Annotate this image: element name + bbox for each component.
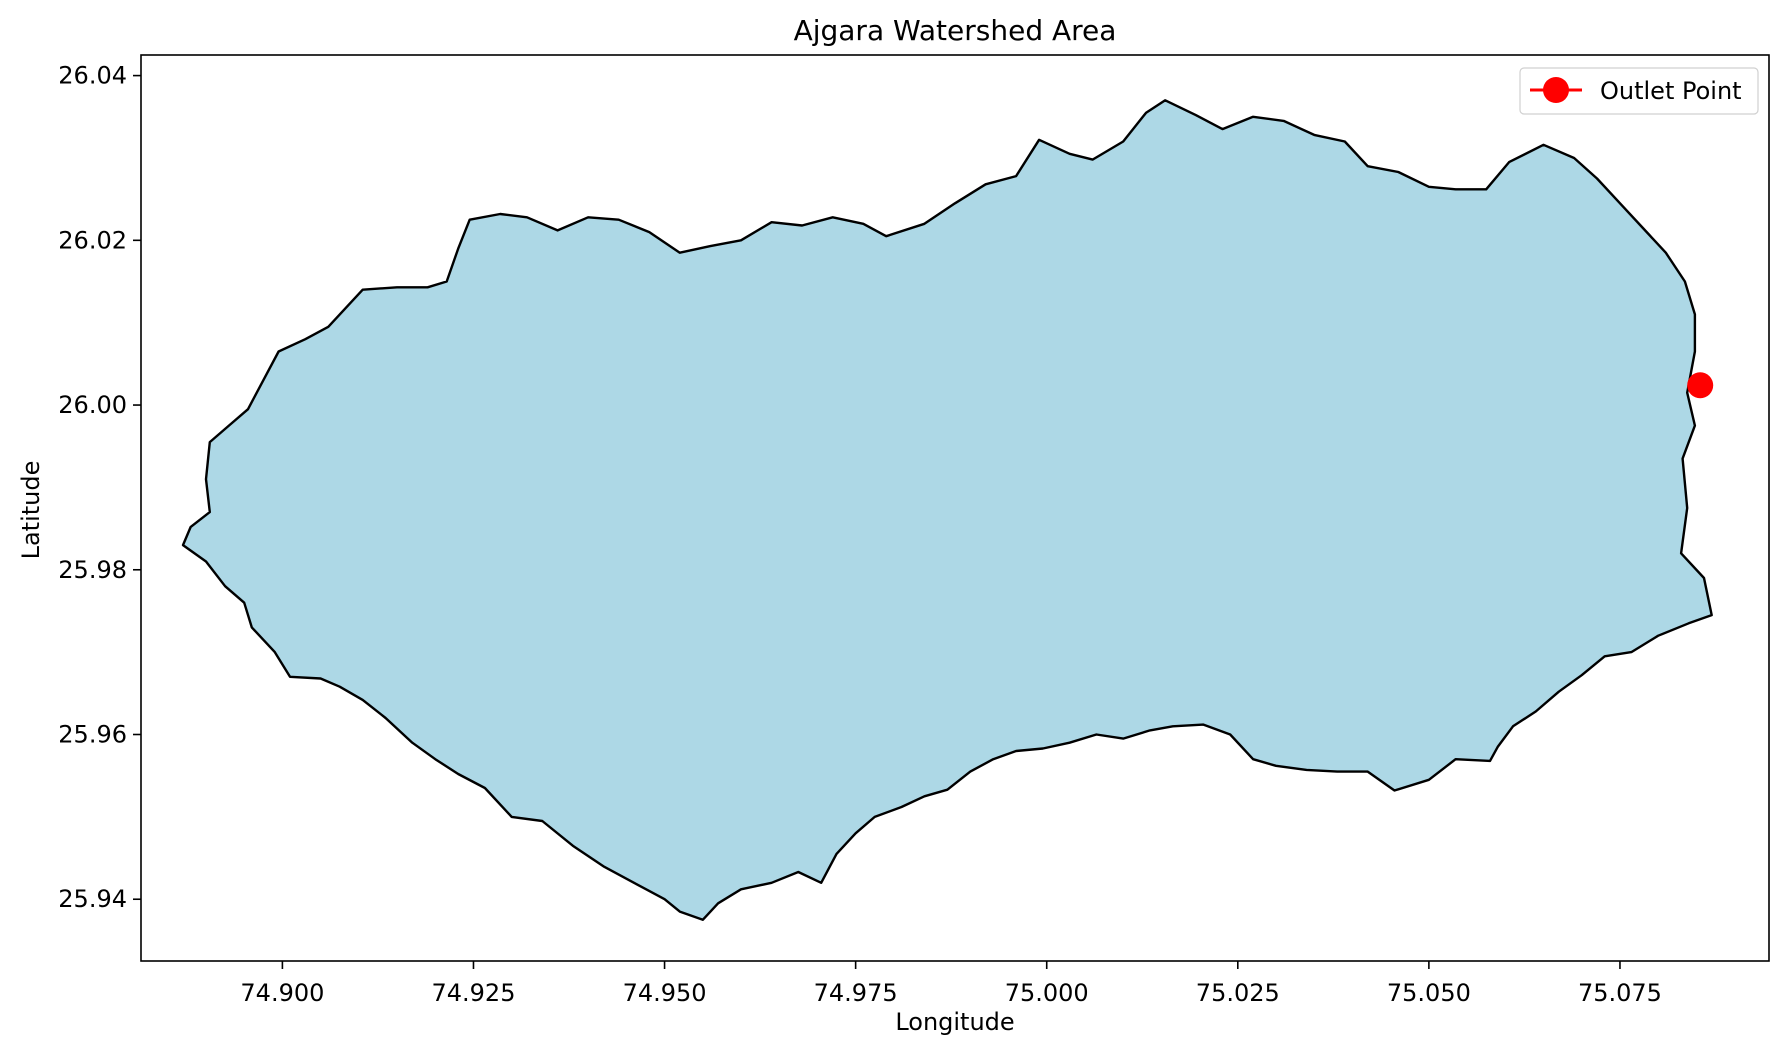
y-tick-label: 26.00 <box>58 391 127 419</box>
y-axis-ticks: 25.94 25.96 25.98 26.00 26.02 26.04 <box>58 62 141 913</box>
x-tick-label: 74.950 <box>623 979 707 1007</box>
plot-area <box>181 99 1714 921</box>
x-tick-label: 74.925 <box>431 979 515 1007</box>
x-axis-ticks: 74.900 74.925 74.950 74.975 75.000 75.025 75.0… <box>240 961 1662 1007</box>
chart-title: Ajgara Watershed Area <box>794 14 1117 47</box>
legend-box <box>1519 67 1759 115</box>
outlet-point-marker <box>1687 372 1714 399</box>
y-tick-label: 25.96 <box>58 721 127 749</box>
y-tick-label: 26.04 <box>58 62 127 90</box>
x-tick-label: 74.975 <box>814 979 898 1007</box>
axes-frame <box>140 54 1770 962</box>
x-tick-label: 75.025 <box>1196 979 1280 1007</box>
legend-marker <box>1543 77 1569 103</box>
x-tick-label: 75.000 <box>1005 979 1089 1007</box>
y-axis-label: Latitude <box>17 461 45 560</box>
x-tick-label: 75.050 <box>1387 979 1471 1007</box>
y-tick-label: 25.94 <box>58 885 127 913</box>
watershed-polygon <box>181 99 1713 921</box>
y-tick-label: 26.02 <box>58 226 127 254</box>
legend: Outlet Point <box>1519 67 1759 115</box>
legend-label-outlet-point: Outlet Point <box>1600 77 1742 105</box>
y-tick-label: 25.98 <box>58 556 127 584</box>
x-tick-label: 74.900 <box>240 979 324 1007</box>
x-tick-label: 75.075 <box>1578 979 1662 1007</box>
x-axis-label: Longitude <box>895 1008 1014 1036</box>
